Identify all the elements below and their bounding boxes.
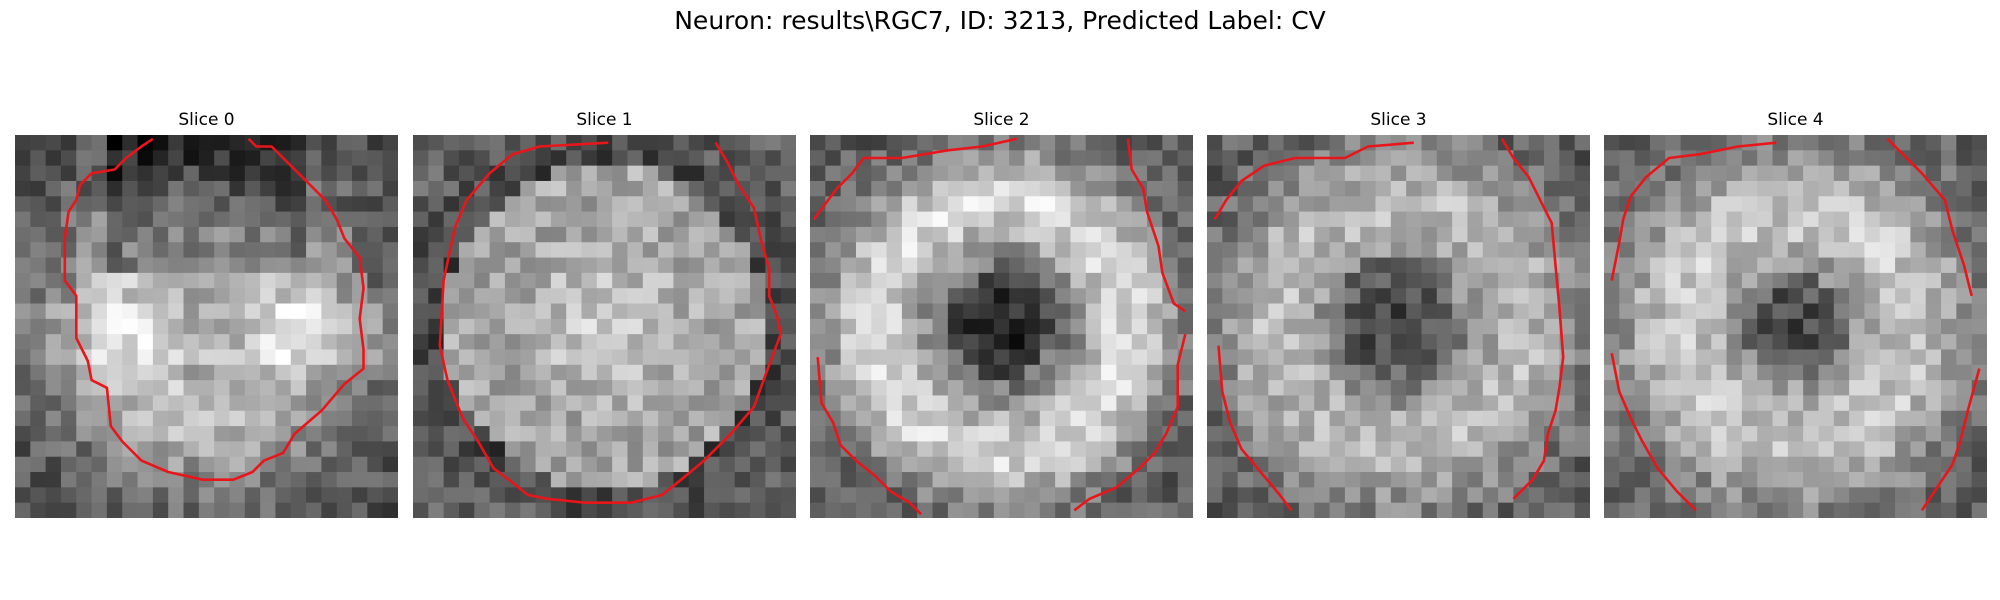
figure-title: Neuron: results\RGC7, ID: 3213, Predicte… [674, 6, 1326, 35]
contour-line [1213, 141, 1414, 220]
pixel-grid [413, 135, 796, 518]
pixel-grid [1207, 135, 1590, 518]
pixel-grid [15, 135, 398, 518]
slice-title-1: Slice 1 [576, 110, 633, 130]
contour-line [1126, 138, 1187, 313]
slice-panel-0: Slice 0 [15, 106, 398, 518]
contour-line [63, 137, 365, 482]
slice-panel-1: Slice 1 [413, 106, 796, 518]
pixel-grid [810, 135, 1193, 518]
slice-image-2 [810, 135, 1193, 518]
contour-line [1610, 353, 1697, 512]
contour-line [812, 137, 1018, 221]
contour-line [1073, 333, 1187, 512]
slice-title-0: Slice 0 [178, 110, 235, 130]
slice-image-4 [1604, 135, 1987, 518]
contour-line [1610, 141, 1777, 281]
pixel-grid [1604, 135, 1987, 518]
contour-line [1886, 137, 1973, 297]
slice-image-1 [413, 135, 796, 518]
contour-line [1217, 345, 1293, 512]
slice-image-3 [1207, 135, 1590, 518]
slice-title-4: Slice 4 [1767, 110, 1824, 130]
contour-line [1920, 368, 1981, 512]
slice-title-2: Slice 2 [973, 110, 1030, 130]
slice-panel-3: Slice 3 [1207, 106, 1590, 518]
slice-panel-4: Slice 4 [1604, 106, 1987, 518]
slice-image-0 [15, 135, 398, 518]
contour-line [816, 356, 923, 516]
contour-line [1500, 138, 1565, 500]
slice-title-3: Slice 3 [1370, 110, 1427, 130]
slice-panel-2: Slice 2 [810, 106, 1193, 518]
contour-line [438, 141, 783, 505]
